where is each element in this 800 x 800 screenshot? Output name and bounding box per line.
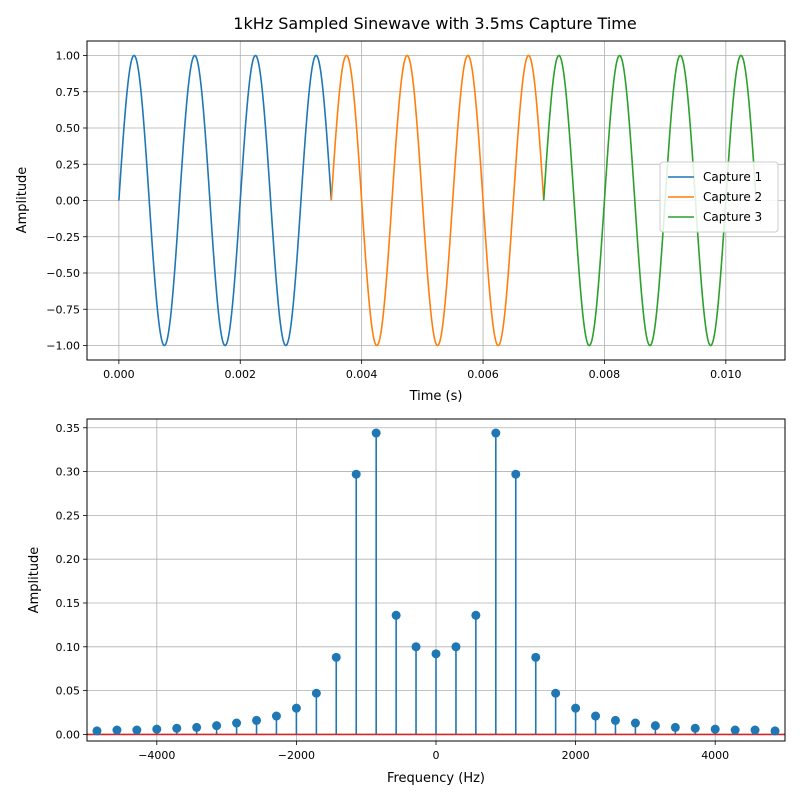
x-tick-label: 4000 [701, 749, 729, 762]
stem-marker [471, 610, 481, 620]
x-tick-label: −2000 [278, 749, 315, 762]
x-axis: −4000 −2000 0 2000 4000 [138, 741, 729, 762]
x-tick-label: 0.002 [225, 368, 257, 381]
y-tick-label: 0.30 [56, 466, 81, 479]
stem-marker [192, 722, 202, 732]
y-axis-label: Amplitude [15, 167, 30, 234]
frequency-domain-panel: −4000 −2000 0 2000 4000 0.35 0.30 0.25 0.20 0.15… [27, 418, 786, 786]
stem-marker [690, 723, 700, 733]
stem-marker [591, 711, 601, 721]
x-tick-label: 0.006 [467, 368, 499, 381]
series-group [118, 54, 757, 347]
x-axis: 0.000 0.002 0.004 0.006 0.008 0.010 [103, 360, 742, 381]
x-axis-label: Frequency (Hz) [387, 771, 485, 786]
stem-marker [511, 469, 521, 479]
stem-marker [271, 711, 281, 721]
stem-marker [491, 428, 501, 438]
stem-marker [411, 642, 421, 652]
x-tick-label: 0.000 [103, 368, 135, 381]
y-tick-label: 0.00 [56, 728, 81, 741]
legend-box [659, 161, 779, 233]
y-tick-label: 0.25 [56, 158, 81, 171]
y-tick-label: −0.50 [46, 267, 80, 280]
y-tick-label: 0.15 [56, 597, 81, 610]
stem-marker [531, 652, 541, 662]
stem-marker [92, 726, 102, 736]
stem-marker [152, 724, 162, 734]
stem-marker [371, 428, 381, 438]
legend-label: Capture 3 [703, 210, 762, 224]
time-domain-panel: 1kHz Sampled Sinewave with 3.5ms Capture… [15, 14, 786, 404]
stem-marker [172, 723, 182, 733]
y-tick-label: 1.00 [56, 50, 81, 63]
x-tick-label: 0.004 [346, 368, 378, 381]
stem-marker [571, 703, 581, 713]
y-tick-label: 0.50 [56, 122, 81, 135]
y-tick-label: 0.10 [56, 641, 81, 654]
legend-label: Capture 1 [703, 170, 762, 184]
y-axis: 1.00 0.75 0.50 0.25 0.00 −0.25 −0.50 −0.75 −1.00 [46, 50, 87, 353]
y-tick-label: 0.20 [56, 553, 81, 566]
stem-marker [391, 610, 401, 620]
x-tick-label: 2000 [562, 749, 590, 762]
y-tick-label: 0.75 [56, 86, 81, 99]
stem-group [87, 428, 785, 736]
stem-marker [431, 649, 441, 659]
y-axis: 0.35 0.30 0.25 0.20 0.15 0.10 0.05 0.00 [56, 422, 87, 741]
legend-label: Capture 2 [703, 190, 762, 204]
y-tick-label: −0.25 [46, 231, 80, 244]
legend: Capture 1 Capture 2 Capture 3 [659, 161, 779, 233]
x-axis-label: Time (s) [409, 389, 463, 404]
stem-marker [610, 715, 620, 725]
y-tick-label: −1.00 [46, 340, 80, 353]
y-tick-label: 0.00 [56, 195, 81, 208]
stem-marker [311, 688, 321, 698]
stem-marker [351, 469, 361, 479]
stem-marker [710, 724, 720, 734]
x-tick-label: −4000 [138, 749, 175, 762]
stem-marker [630, 718, 640, 728]
stem-marker [730, 725, 740, 735]
y-tick-label: 0.05 [56, 685, 81, 698]
stem-marker [670, 722, 680, 732]
stem-marker [132, 725, 142, 735]
series-line-capture-3 [542, 54, 757, 347]
x-tick-label: 0.008 [589, 368, 621, 381]
x-tick-label: 0 [433, 749, 440, 762]
y-tick-label: −0.75 [46, 303, 80, 316]
y-axis-label: Amplitude [27, 547, 42, 614]
stem-marker [291, 703, 301, 713]
y-tick-label: 0.25 [56, 509, 81, 522]
y-tick-label: 0.35 [56, 422, 81, 435]
x-tick-label: 0.010 [710, 368, 742, 381]
stem-marker [331, 652, 341, 662]
stem-marker [232, 718, 242, 728]
stem-marker [770, 726, 780, 736]
series-line-capture-1 [118, 54, 333, 347]
chart-title: 1kHz Sampled Sinewave with 3.5ms Capture… [233, 14, 636, 33]
stem-marker [451, 642, 461, 652]
stem-marker [252, 715, 262, 725]
series-line-capture-2 [330, 54, 545, 347]
stem-marker [551, 688, 561, 698]
stem-marker [112, 725, 122, 735]
stem-marker [750, 725, 760, 735]
stem-marker [212, 721, 222, 731]
stem-marker [650, 721, 660, 731]
